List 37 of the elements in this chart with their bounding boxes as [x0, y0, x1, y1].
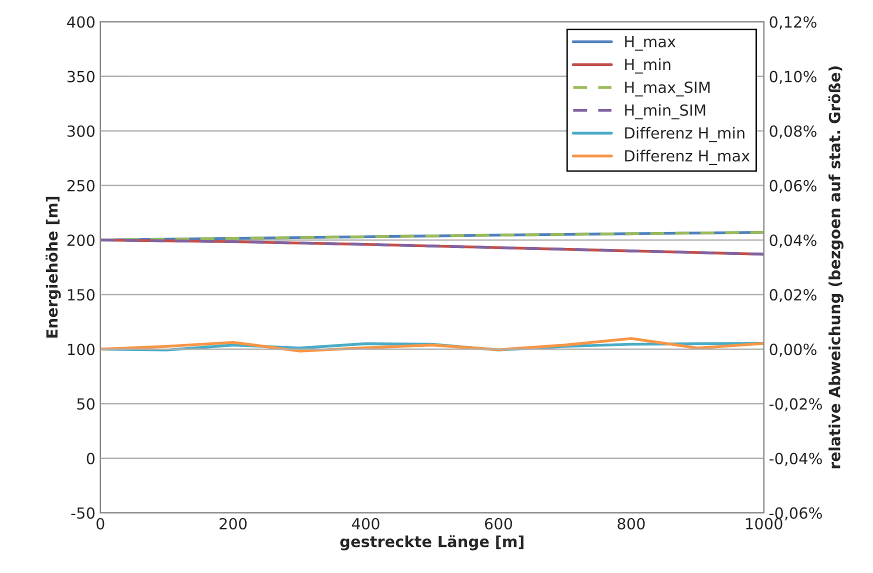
- y2-tick-label: 0,00%: [770, 344, 816, 357]
- x-axis-title: gestreckte Länge [m]: [340, 535, 524, 550]
- y2-tick-label: 0,10%: [770, 70, 816, 84]
- line-series: [100, 238, 764, 256]
- y2-tick-label: 0,04%: [770, 234, 816, 248]
- y-axis-title: Energiehöhe [m]: [46, 196, 61, 338]
- y2-tick-label: -0,06%: [769, 507, 822, 520]
- y2-tick-label: 0,08%: [770, 125, 816, 138]
- y-tick-label: 100: [68, 344, 95, 356]
- y2-tick-label: 0,06%: [770, 180, 816, 194]
- y-tick-label: 50: [77, 398, 95, 410]
- legend-label: H_max_SIM: [625, 81, 710, 96]
- y2-tick-label: -0,04%: [769, 452, 822, 466]
- x-tick-label: 0: [96, 518, 104, 530]
- y2-tick-label: 0,02%: [770, 289, 816, 302]
- legend-label: Differenz H_max: [625, 150, 750, 165]
- y2-tick-label: -0,02%: [769, 398, 822, 412]
- legend-label: H_min_SIM: [625, 104, 706, 120]
- y-tick-label: 300: [68, 125, 95, 137]
- y-tick-label: 400: [67, 16, 95, 28]
- y2-tick-label: 0,12%: [770, 16, 816, 30]
- x-tick-label: 800: [618, 518, 645, 530]
- legend-label: Differenz H_min: [625, 126, 744, 142]
- y-tick-label: 0: [86, 452, 95, 464]
- y-tick-label: 200: [67, 234, 95, 246]
- y-tick-label: -50: [71, 507, 95, 519]
- x-tick-label: 400: [352, 518, 380, 530]
- legend-label: H_min: [625, 58, 670, 74]
- line-series: [100, 337, 764, 352]
- y2-axis-title: relative Abweichung (bezgoen auf stat. Größe): [828, 66, 844, 468]
- y-tick-label: 150: [68, 289, 95, 301]
- y-tick-label: 250: [67, 180, 95, 192]
- x-tick-label: 200: [220, 518, 247, 530]
- y-tick-label: 350: [68, 70, 95, 82]
- x-tick-label: 1000: [746, 518, 782, 530]
- legend-label: H_max: [625, 36, 676, 51]
- x-tick-label: 600: [484, 518, 512, 530]
